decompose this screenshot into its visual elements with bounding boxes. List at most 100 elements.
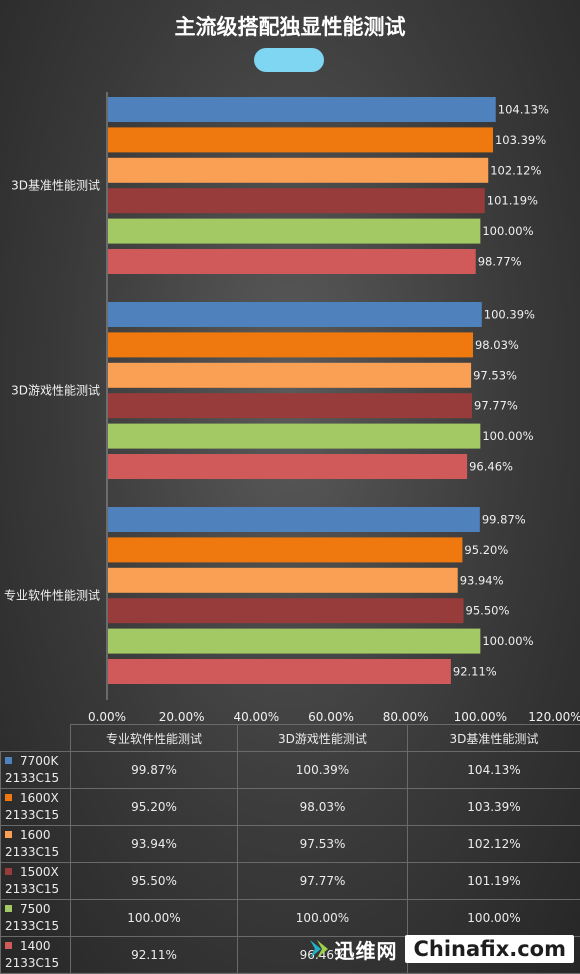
data-label: 93.94% bbox=[460, 573, 504, 587]
legend-swatch bbox=[5, 831, 12, 838]
bar-1600-cat0 bbox=[108, 568, 458, 593]
legend-label-line1: 1600X bbox=[20, 791, 59, 805]
x-tick-label: 20.00% bbox=[159, 710, 205, 724]
table-header-col-1: 3D游戏性能测试 bbox=[238, 725, 408, 752]
legend-label-line1: 7500 bbox=[20, 902, 51, 916]
legend-entry: 7500 2133C15 bbox=[1, 900, 71, 937]
bar-1500x-cat2 bbox=[108, 188, 485, 213]
table-cell: 98.03% bbox=[238, 789, 408, 826]
x-tick-label: 0.00% bbox=[88, 710, 126, 724]
table-cell: 100.00% bbox=[71, 900, 238, 937]
chevron-logo-icon bbox=[308, 938, 330, 960]
table-cell: 93.94% bbox=[71, 826, 238, 863]
legend-swatch bbox=[5, 905, 12, 912]
legend-label-line2: 2133C15 bbox=[5, 844, 70, 861]
bar-7700k-cat2 bbox=[108, 97, 496, 122]
data-label: 98.03% bbox=[475, 338, 519, 352]
legend-label-line2: 2133C15 bbox=[5, 955, 70, 972]
table-header-row: 专业软件性能测试 3D游戏性能测试 3D基准性能测试 bbox=[1, 725, 580, 752]
data-label: 95.50% bbox=[466, 604, 510, 618]
bar-1600x-cat0 bbox=[108, 537, 462, 562]
watermark-cn-text: 迅维网 bbox=[334, 935, 397, 964]
x-tick-labels: 0.00% 20.00% 40.00% 60.00% 80.00% 100.00% 120.… bbox=[88, 710, 580, 724]
data-label: 101.19% bbox=[487, 194, 538, 208]
legend-entry: 7700K 2133C15 bbox=[1, 752, 71, 789]
data-label: 100.00% bbox=[482, 634, 533, 648]
table-cell: 103.39% bbox=[408, 789, 580, 826]
legend-swatch bbox=[5, 942, 12, 949]
bar-7700k-cat1 bbox=[108, 302, 482, 327]
watermark: 迅维网 Chinafix.com bbox=[308, 932, 574, 966]
legend-swatch bbox=[5, 757, 12, 764]
data-label: 100.00% bbox=[482, 224, 533, 238]
table-header-col-0: 专业软件性能测试 bbox=[71, 725, 238, 752]
table-cell: 97.53% bbox=[238, 826, 408, 863]
legend-label-line2: 2133C15 bbox=[5, 881, 70, 898]
table-cell: 95.20% bbox=[71, 789, 238, 826]
data-label: 95.20% bbox=[464, 543, 508, 557]
bar-7500-cat2 bbox=[108, 219, 480, 244]
table-cell: 100.00% bbox=[238, 900, 408, 937]
legend-entry: 1500X 2133C15 bbox=[1, 863, 71, 900]
table-cell: 92.11% bbox=[71, 937, 238, 974]
category-label: 3D基准性能测试 bbox=[11, 178, 100, 193]
legend-swatch bbox=[5, 794, 12, 801]
data-label: 99.87% bbox=[482, 513, 526, 527]
legend-label-line1: 1400 bbox=[20, 939, 51, 953]
data-label: 98.77% bbox=[478, 255, 522, 269]
bar-7500-cat1 bbox=[108, 424, 480, 449]
bars bbox=[108, 97, 496, 684]
table-cell: 99.87% bbox=[71, 752, 238, 789]
bar-7500-cat0 bbox=[108, 629, 480, 654]
table-cell: 95.50% bbox=[71, 863, 238, 900]
legend-label-line2: 2133C15 bbox=[5, 770, 70, 787]
bar-1600-cat2 bbox=[108, 158, 488, 183]
legend-label-line1: 7700K bbox=[20, 754, 58, 768]
x-tick-label: 80.00% bbox=[383, 710, 429, 724]
chart-title: 主流级搭配独显性能测试 bbox=[175, 15, 406, 39]
category-label: 3D游戏性能测试 bbox=[11, 383, 100, 398]
bar-1400-cat2 bbox=[108, 249, 476, 274]
table-cell: 102.12% bbox=[408, 826, 580, 863]
data-label: 92.11% bbox=[453, 665, 497, 679]
table-cell: 100.39% bbox=[238, 752, 408, 789]
x-tick-label: 120.00% bbox=[528, 710, 580, 724]
x-tick-label: 60.00% bbox=[308, 710, 354, 724]
table-cell: 97.77% bbox=[238, 863, 408, 900]
category-label: 专业软件性能测试 bbox=[4, 588, 100, 603]
watermark-en-text: Chinafix.com bbox=[405, 935, 574, 963]
bar-1400-cat1 bbox=[108, 454, 467, 479]
data-label: 104.13% bbox=[498, 103, 549, 117]
bar-1600x-cat2 bbox=[108, 127, 493, 152]
data-label: 102.12% bbox=[490, 163, 541, 177]
legend-entry: 1400 2133C15 bbox=[1, 937, 71, 974]
table-header-col-2: 3D基准性能测试 bbox=[408, 725, 580, 752]
data-label: 97.77% bbox=[474, 399, 518, 413]
table-cell: 101.19% bbox=[408, 863, 580, 900]
x-tick-label: 40.00% bbox=[233, 710, 279, 724]
bar-1600x-cat1 bbox=[108, 332, 473, 357]
data-label: 96.46% bbox=[469, 460, 513, 474]
blurred-subtitle-badge bbox=[254, 48, 324, 72]
table-cell: 100.00% bbox=[408, 900, 580, 937]
legend-label-line1: 1500X bbox=[20, 865, 59, 879]
legend-label-line1: 1600 bbox=[20, 828, 51, 842]
bar-1500x-cat0 bbox=[108, 598, 464, 623]
x-tick-label: 100.00% bbox=[454, 710, 507, 724]
legend-label-line2: 2133C15 bbox=[5, 918, 70, 935]
bar-1600-cat1 bbox=[108, 363, 471, 388]
table-corner bbox=[1, 725, 71, 752]
legend-entry: 1600 2133C15 bbox=[1, 826, 71, 863]
data-label: 103.39% bbox=[495, 133, 546, 147]
bar-7700k-cat0 bbox=[108, 507, 480, 532]
legend-swatch bbox=[5, 868, 12, 875]
bar-1500x-cat1 bbox=[108, 393, 472, 418]
data-label: 97.53% bbox=[473, 368, 517, 382]
